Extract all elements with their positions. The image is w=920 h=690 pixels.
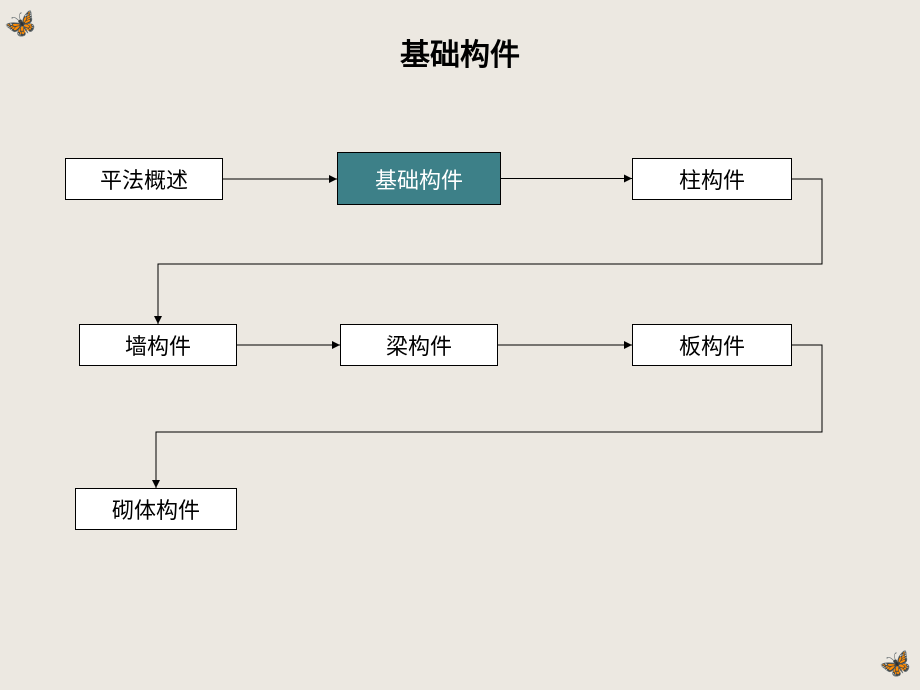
flow-node-n5: 梁构件 xyxy=(340,324,498,366)
flow-node-n6: 板构件 xyxy=(632,324,792,366)
flow-node-n1: 平法概述 xyxy=(65,158,223,200)
flow-node-n7: 砌体构件 xyxy=(75,488,237,530)
flow-node-n3: 柱构件 xyxy=(632,158,792,200)
butterfly-bottom-right: 🦋 xyxy=(876,645,917,684)
flow-node-n4: 墙构件 xyxy=(79,324,237,366)
flow-node-n2: 基础构件 xyxy=(337,152,501,205)
slide: 基础构件 🦋 🦋 平法概述基础构件柱构件墙构件梁构件板构件砌体构件 xyxy=(0,0,920,690)
page-title: 基础构件 xyxy=(0,30,920,74)
